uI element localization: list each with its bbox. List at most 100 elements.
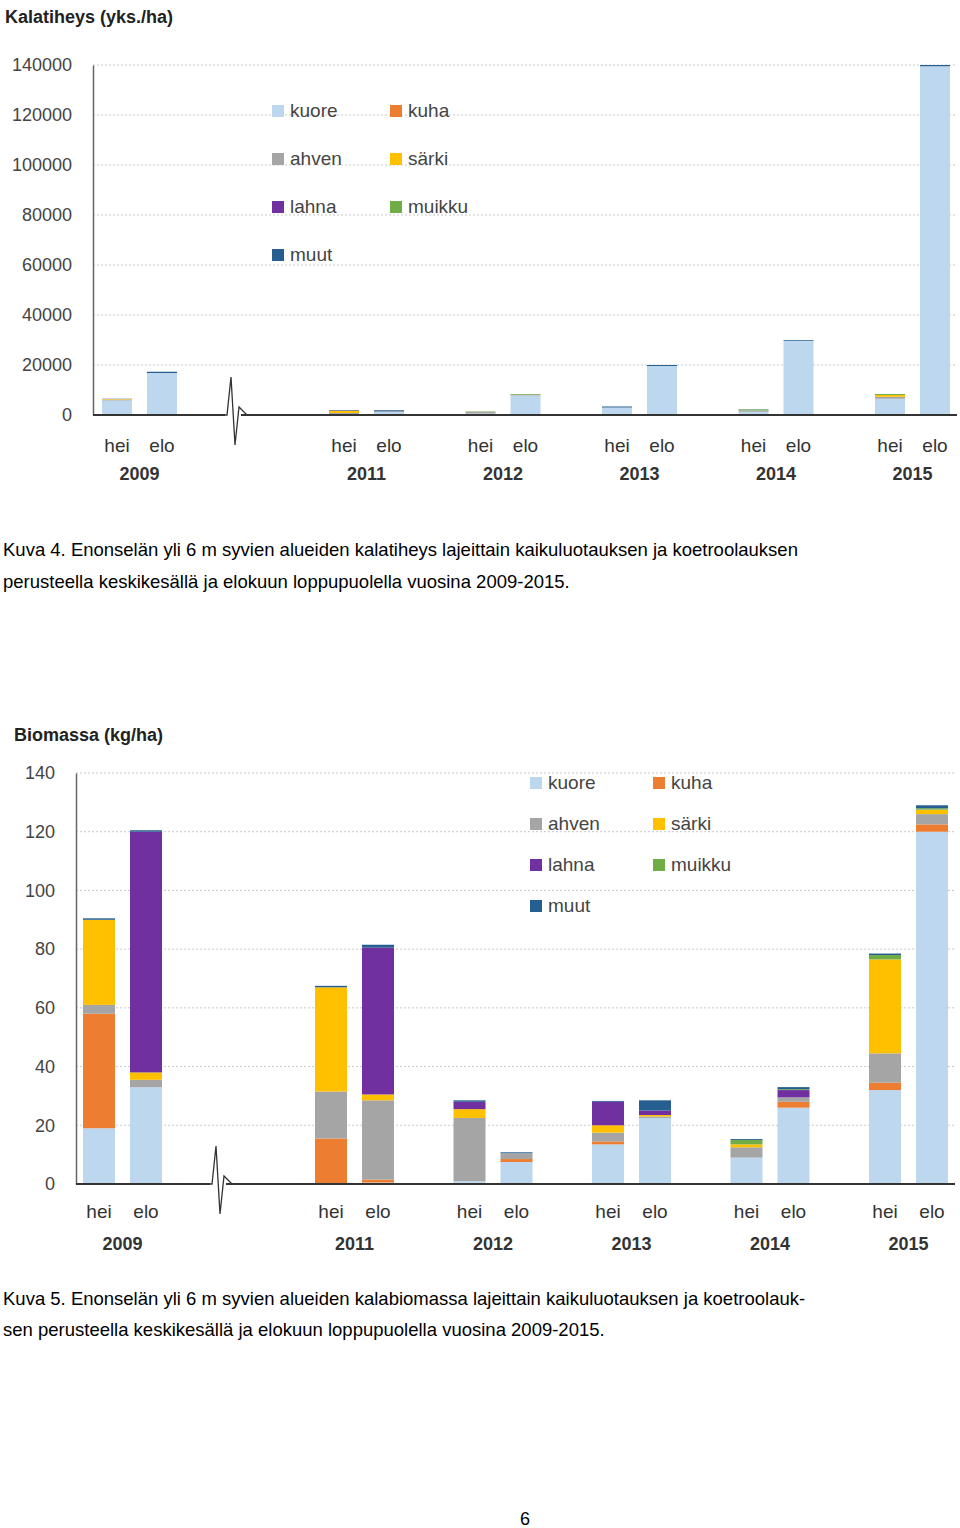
bar-segment	[511, 395, 541, 396]
legend-label: särki	[671, 813, 711, 834]
y-tick-label: 80	[35, 939, 55, 959]
bar-segment	[466, 411, 496, 413]
x-tick-label: hei	[595, 1201, 620, 1222]
y-tick: 120000	[12, 105, 93, 125]
x-tick-label: elo	[149, 435, 174, 456]
bar-segment	[647, 366, 677, 367]
bar-segment	[83, 919, 115, 920]
bar-segment	[784, 340, 814, 341]
x-tick-label: hei	[468, 435, 493, 456]
grid-line	[76, 1066, 955, 1067]
bar-segment	[83, 920, 115, 1005]
y-tick: 120	[25, 822, 76, 842]
y-tick-label: 120000	[12, 105, 72, 125]
bar-segment	[869, 959, 901, 1053]
y-tick: 80	[35, 939, 76, 959]
caption: Kuva 5. Enonselän yli 6 m syvien alueide…	[3, 1288, 805, 1309]
bar-segment	[647, 365, 677, 366]
bar-segment	[916, 809, 948, 810]
bar-segment	[916, 808, 948, 809]
bar-segment	[592, 1100, 624, 1102]
x-tick-label: hei	[318, 1201, 343, 1222]
bar-segment	[147, 373, 177, 415]
chart-title: Kalatiheys (yks./ha)	[5, 7, 173, 27]
bar-segment	[739, 410, 769, 411]
legend: kuorekuhaahvensärkilahnamuikkumuut	[530, 772, 731, 916]
grid	[93, 65, 957, 415]
series	[731, 808, 949, 1144]
x-tick-label: elo	[133, 1201, 158, 1222]
x-tick-label: hei	[104, 435, 129, 456]
x-group-label: 2009	[119, 464, 159, 484]
bar-segment	[511, 396, 541, 416]
bar-segment	[647, 366, 677, 415]
bar-segment	[374, 410, 404, 411]
bar-segment	[501, 1153, 533, 1154]
x-tick-label: hei	[331, 435, 356, 456]
bar-segment	[83, 1014, 115, 1128]
bar-segment	[869, 1090, 901, 1184]
x-group-label: 2015	[892, 464, 932, 484]
bar-segment	[592, 1102, 624, 1125]
y-tick-label: 40000	[22, 305, 72, 325]
bar-segment	[501, 1152, 533, 1154]
bar-segment	[454, 1102, 486, 1109]
caption: Kuva 4. Enonselän yli 6 m syvien alueide…	[3, 539, 798, 560]
bar-segment	[639, 1116, 671, 1117]
bar-segment	[920, 66, 950, 67]
y-tick-label: 0	[45, 1174, 55, 1194]
bar-segment	[147, 372, 177, 373]
bar-segment	[362, 1180, 394, 1183]
bar-segment	[83, 918, 115, 919]
y-tick: 20000	[22, 355, 93, 375]
grid-line	[76, 1125, 955, 1126]
bar-segment	[329, 411, 359, 413]
bar-segment	[916, 810, 948, 814]
bar-segment	[374, 411, 404, 412]
bar-segment	[454, 1118, 486, 1181]
y-axis-line	[93, 66, 95, 416]
bar-segment	[329, 410, 359, 411]
series	[102, 395, 905, 413]
bar-segment	[602, 407, 632, 408]
x-tick-label: elo	[649, 435, 674, 456]
bar-segment	[869, 954, 901, 955]
grid	[76, 773, 955, 1184]
x-group-label: 2011	[335, 1234, 374, 1254]
x-tick-label: elo	[919, 1201, 944, 1222]
page-number: 6	[520, 1509, 530, 1528]
legend-swatch	[390, 201, 402, 213]
bar-segment	[466, 412, 496, 413]
bar-segment	[920, 66, 950, 67]
x-group-label: 2011	[347, 464, 386, 484]
chart: Biomassa (kg/ha)020406080100120140heielo…	[14, 725, 955, 1254]
y-tick: 100000	[12, 155, 93, 175]
bar-segment	[784, 340, 814, 341]
chart: Kalatiheys (yks./ha)02000040000600008000…	[5, 7, 957, 484]
bar-segment	[592, 1125, 624, 1132]
bar-segment	[315, 986, 347, 987]
bar-segment	[916, 805, 948, 808]
y-tick: 60	[35, 998, 76, 1018]
bar-segment	[511, 394, 541, 395]
legend-swatch	[272, 105, 284, 117]
grid-line	[76, 773, 955, 774]
bar-segment	[147, 373, 177, 374]
bar-segment	[511, 394, 541, 396]
y-axis: 020406080100120140	[25, 763, 77, 1194]
y-tick: 100	[25, 881, 76, 901]
x-tick-label: elo	[365, 1201, 390, 1222]
bar-segment	[147, 373, 177, 374]
bar-segment	[784, 340, 814, 342]
y-tick-label: 60	[35, 998, 55, 1018]
caption: sen perusteella keskikesällä ja elokuun …	[3, 1319, 605, 1340]
x-tick-label: hei	[86, 1201, 111, 1222]
bar-segment	[362, 948, 394, 1095]
x-group-label: 2012	[473, 1234, 513, 1254]
bar-segment	[778, 1090, 810, 1097]
x-group-label: 2014	[750, 1234, 790, 1254]
legend-label: lahna	[290, 196, 337, 217]
bar-segment	[739, 409, 769, 410]
bar-segment	[869, 1083, 901, 1090]
bar-segment	[784, 340, 814, 341]
